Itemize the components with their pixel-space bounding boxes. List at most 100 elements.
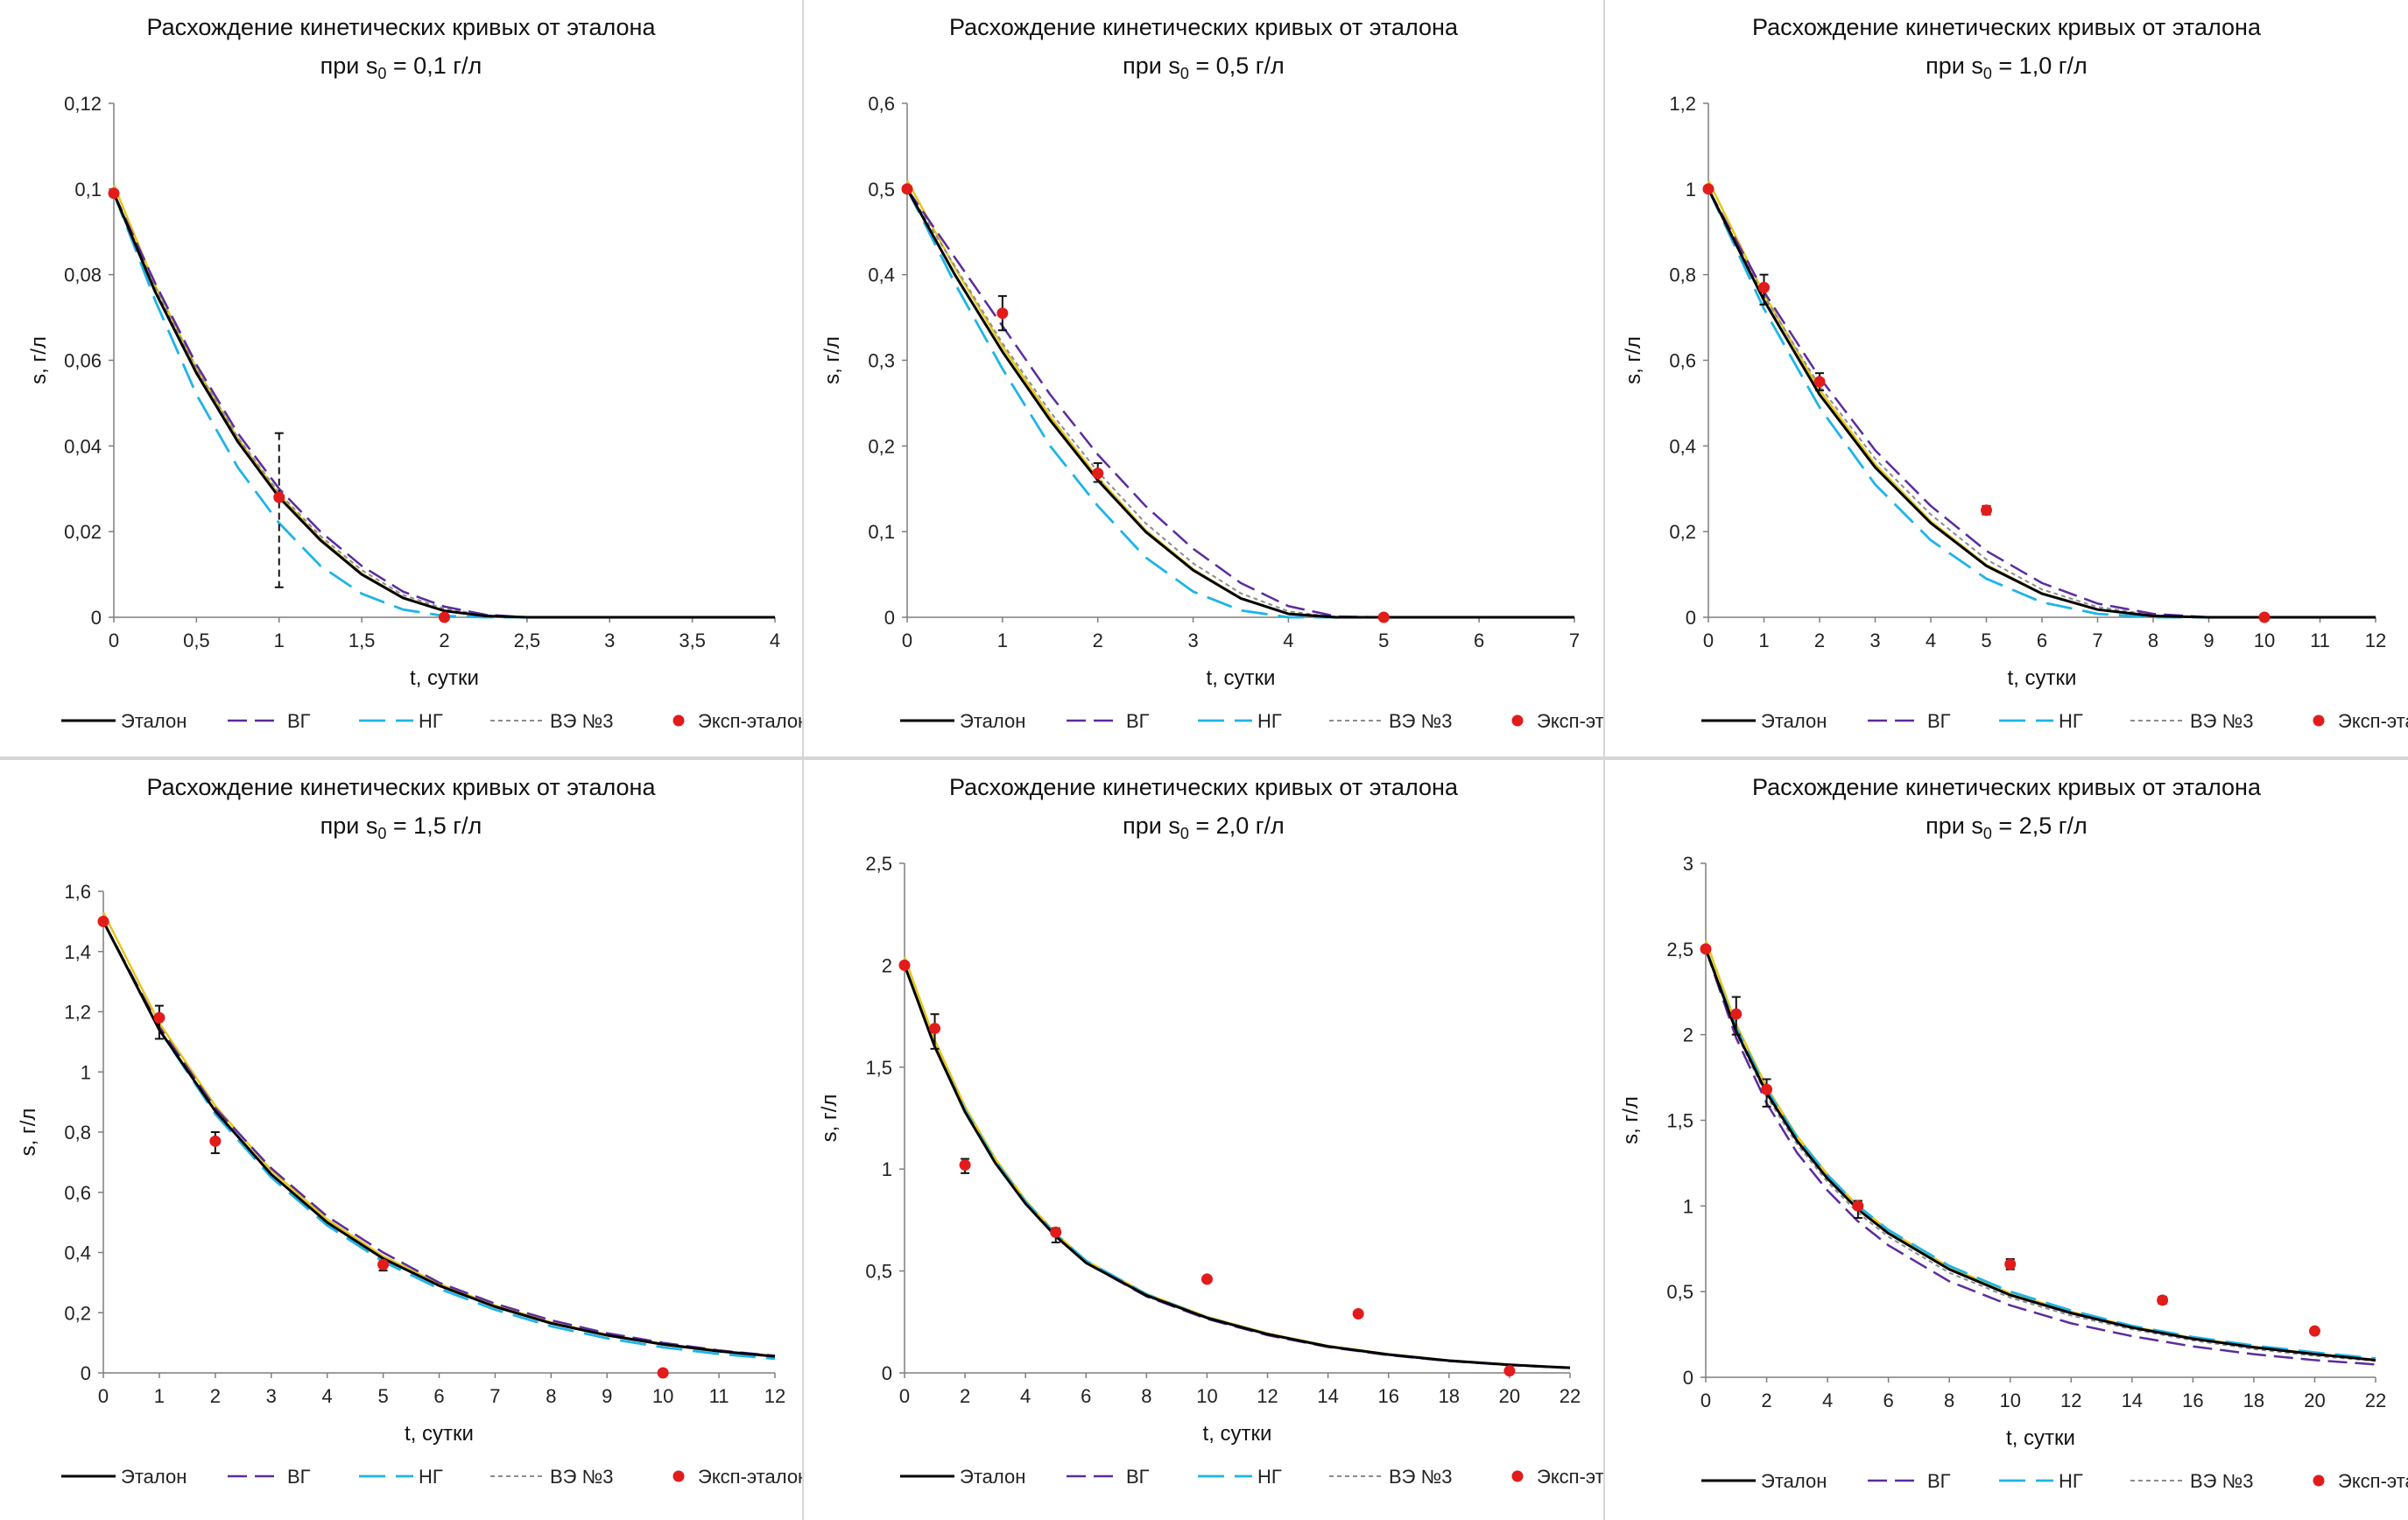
x-tick-label: 10	[1999, 1390, 2020, 1411]
y-tick-label: 0,5	[865, 1261, 892, 1283]
x-tick-label: 2	[960, 1385, 970, 1407]
legend-label: Эталон	[1761, 1470, 1827, 1492]
vertical-divider-1	[802, 0, 804, 1520]
x-tick-label: 16	[2182, 1390, 2203, 1411]
chart-subtitle: при s0 = 0,5 г/л	[1123, 53, 1285, 82]
legend-label: Эталон	[960, 1466, 1025, 1488]
x-axis-label: t, сутки	[1203, 1422, 1272, 1446]
chart-s0-2-5: Расхождение кинетических кривых от этало…	[1619, 774, 2408, 1492]
x-tick-label: 2	[210, 1385, 221, 1407]
x-tick-label: 2	[1093, 630, 1103, 651]
legend-label: Эталон	[1761, 710, 1827, 732]
x-tick-label: 1	[1758, 630, 1769, 651]
exp-point	[2308, 1325, 2320, 1337]
chart-subtitle: при s0 = 2,0 г/л	[1123, 813, 1285, 842]
x-tick-label: 0	[902, 630, 912, 651]
y-tick-label: 0,4	[64, 1242, 91, 1264]
yellow-companion-curve	[1707, 179, 2376, 619]
series-line-ВЭ №3	[1707, 188, 2376, 618]
y-tick-label: 1,4	[64, 941, 91, 963]
y-tick-label: 0,2	[1669, 521, 1696, 543]
legend-label: ВЭ №3	[2190, 710, 2253, 732]
legend-label: ВГ	[1126, 710, 1150, 732]
y-tick-label: 1,5	[1666, 1110, 1693, 1132]
series-line-НГ	[903, 964, 1571, 1369]
x-tick-label: 8	[1944, 1390, 1954, 1411]
chart-s0-0-1: Расхождение кинетических кривых от этало…	[27, 14, 802, 732]
exp-point	[657, 1367, 669, 1379]
exp-point	[2004, 1258, 2017, 1270]
x-tick-label: 12	[1257, 1385, 1278, 1407]
y-axis-label: s, г/л	[818, 1094, 841, 1143]
y-tick-label: 2,5	[865, 853, 892, 875]
x-tick-label: 4	[1020, 1385, 1031, 1407]
x-tick-label: 22	[1560, 1385, 1581, 1407]
x-tick-label: 5	[377, 1385, 388, 1407]
y-axis-label: s, г/л	[27, 336, 51, 384]
y-tick-label: 0	[1683, 1367, 1693, 1389]
exp-point	[153, 1011, 165, 1024]
x-axis-label: t, сутки	[410, 666, 479, 690]
chart-s0-1-5: Расхождение кинетических кривых от этало…	[17, 774, 802, 1488]
chart-title: Расхождение кинетических кривых от этало…	[1752, 14, 2262, 40]
legend-label: ВГ	[1927, 1470, 1951, 1492]
legend-label: ВЭ №3	[1389, 710, 1452, 732]
x-tick-label: 10	[1196, 1385, 1217, 1407]
y-tick-label: 2	[1683, 1024, 1693, 1046]
legend-marker-exp	[672, 714, 685, 727]
x-tick-label: 3,5	[679, 630, 706, 651]
series-line-ВЭ №3	[904, 965, 1571, 1369]
y-tick-label: 0,3	[868, 350, 895, 372]
y-tick-label: 2,5	[1666, 939, 1693, 961]
x-tick-label: 1	[274, 630, 285, 651]
x-tick-label: 7	[489, 1385, 500, 1407]
exp-point	[108, 187, 120, 200]
exp-point	[1200, 1273, 1213, 1285]
legend-label: Эксп-эталон	[1537, 710, 1603, 732]
y-tick-label: 0	[882, 1362, 892, 1384]
yellow-companion-curve	[905, 179, 1574, 619]
y-tick-label: 1	[81, 1061, 91, 1083]
series-line-Эталон	[1704, 948, 2376, 1362]
exp-point	[1852, 1200, 1864, 1212]
exp-point	[1730, 1008, 1743, 1020]
y-axis-label: s, г/л	[820, 336, 844, 384]
x-tick-label: 11	[709, 1385, 729, 1407]
exp-point	[2157, 1294, 2169, 1306]
x-tick-label: 5	[1378, 630, 1389, 651]
series-line-НГ	[102, 920, 776, 1361]
x-tick-label: 1	[154, 1385, 165, 1407]
y-tick-label: 0	[91, 607, 102, 629]
y-tick-label: 1	[1683, 1195, 1693, 1217]
x-tick-label: 3	[266, 1385, 277, 1407]
chart-s0-1-0: Расхождение кинетических кривых от этало…	[1622, 14, 2408, 732]
y-tick-label: 0,2	[64, 1302, 91, 1324]
y-tick-label: 0,5	[868, 179, 895, 201]
x-tick-label: 3	[604, 630, 615, 651]
x-axis-label: t, сутки	[1207, 666, 1276, 690]
x-tick-label: 12	[2060, 1390, 2081, 1411]
series-line-ВЭ №3	[113, 193, 775, 618]
legend-marker-exp	[2313, 714, 2325, 727]
legend-label: Эталон	[121, 1466, 187, 1488]
y-tick-label: 0,6	[868, 93, 895, 115]
x-tick-label: 3	[1869, 630, 1880, 651]
yellow-companion-curve	[102, 911, 776, 1357]
horizontal-divider	[0, 756, 2408, 760]
y-axis-label: s, г/л	[1619, 1096, 1643, 1144]
exp-point	[2258, 611, 2271, 623]
exp-point	[1352, 1307, 1364, 1319]
legend-label: Эталон	[960, 710, 1025, 732]
vertical-divider-2	[1603, 0, 1605, 1520]
chart-title: Расхождение кинетических кривых от этало…	[147, 14, 657, 40]
series-line-НГ	[905, 188, 1574, 619]
x-tick-label: 8	[546, 1385, 556, 1407]
x-tick-label: 22	[2365, 1390, 2386, 1411]
x-tick-label: 2	[439, 630, 449, 651]
y-tick-label: 1,2	[64, 1002, 91, 1024]
chart-panel-3: Расхождение кинетических кривых от этало…	[1605, 0, 2408, 756]
y-tick-label: 0	[884, 607, 895, 629]
legend-label: ВЭ №3	[1389, 1466, 1452, 1488]
x-tick-label: 12	[764, 1385, 785, 1407]
exp-point	[1758, 281, 1770, 293]
